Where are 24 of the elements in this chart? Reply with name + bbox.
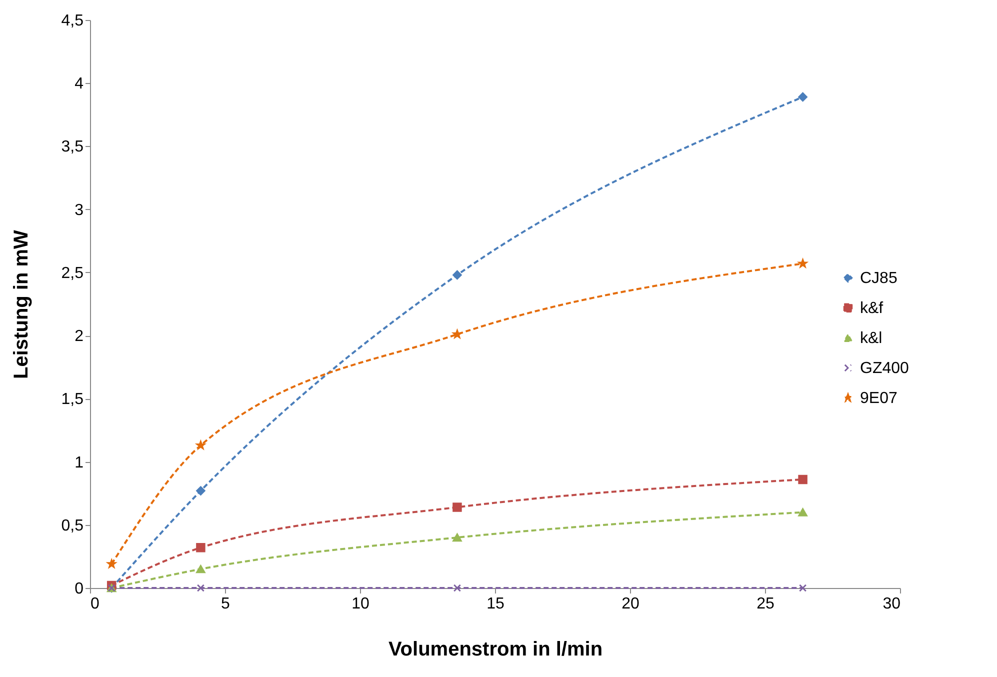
y-tick-label: 2,5 [61,264,84,282]
legend-label: 9E07 [860,390,898,407]
y-tick-label: 4 [74,76,84,93]
x-axis-title: Volumenstrom in l/min [388,638,603,660]
y-tick-label: 0 [74,580,84,598]
y-tick-label: 3,5 [61,138,84,156]
y-tick-label: 2 [74,328,84,346]
x-tick-label: 10 [352,596,370,612]
y-tick-label: 0,5 [61,517,84,534]
x-tick-label: 15 [486,596,504,612]
x-tick-label: 25 [756,596,774,612]
y-axis-title: Leistung in mW [10,230,32,379]
x-tick-label: 20 [622,596,640,612]
x-tick-label: 0 [90,596,100,612]
legend-label: k&l [860,330,882,347]
legend-label: k&f [860,300,884,317]
y-tick-label: 3 [74,202,84,219]
x-tick-label: 30 [882,596,901,612]
y-tick-label: 1 [74,454,84,472]
legend-label: GZ400 [860,360,910,377]
x-tick-label: 5 [221,596,230,612]
y-tick-label: 4,5 [61,12,84,30]
legend-label: CJ85 [860,270,898,287]
y-tick-label: 1,5 [61,391,84,408]
